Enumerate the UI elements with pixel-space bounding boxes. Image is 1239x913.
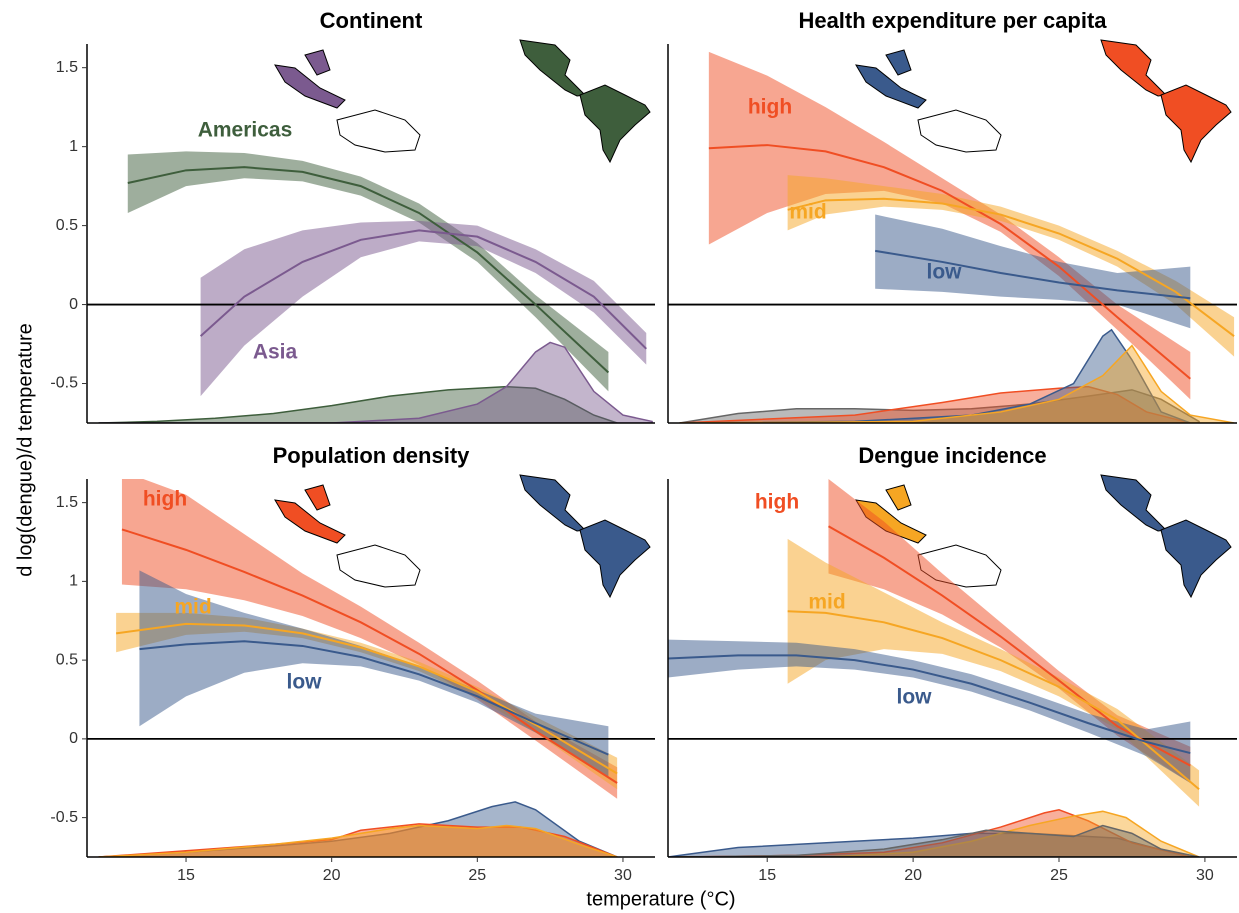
plot-area bbox=[87, 151, 655, 423]
map-shape bbox=[1100, 39, 1168, 97]
series-label: mid bbox=[808, 591, 845, 614]
panel-title: Population density bbox=[273, 443, 471, 468]
y-axis-title: d log(dengue)/d temperature bbox=[14, 323, 36, 577]
panel-title: Dengue incidence bbox=[858, 443, 1046, 468]
map-shape bbox=[885, 484, 912, 511]
x-tick-label: 30 bbox=[614, 867, 632, 884]
series-label: mid bbox=[789, 201, 826, 224]
fit-line bbox=[827, 525, 1191, 767]
map-shape bbox=[855, 64, 927, 109]
confidence-band bbox=[787, 175, 1235, 357]
map-shape bbox=[304, 484, 331, 511]
plot-area bbox=[87, 479, 655, 857]
density-area bbox=[679, 328, 1191, 423]
map-shape bbox=[1100, 474, 1168, 532]
fit-line bbox=[708, 144, 1191, 380]
map-shape bbox=[336, 109, 421, 153]
map bbox=[274, 39, 651, 164]
y-tick-label: 1.5 bbox=[56, 59, 78, 76]
density-area bbox=[679, 824, 1200, 857]
fit-line bbox=[199, 229, 647, 350]
y-tick-label: 0 bbox=[69, 296, 78, 313]
confidence-band bbox=[708, 51, 1191, 400]
map-shape bbox=[274, 64, 346, 109]
density-area bbox=[679, 808, 1191, 857]
density-area bbox=[98, 385, 618, 423]
fit-line bbox=[787, 610, 1200, 791]
density-area bbox=[98, 824, 618, 857]
map bbox=[855, 474, 1232, 599]
confidence-band bbox=[139, 570, 609, 779]
series-label: high bbox=[748, 96, 792, 119]
map bbox=[274, 474, 651, 599]
density-area bbox=[98, 341, 653, 423]
series-label: Asia bbox=[253, 341, 298, 364]
fit-line bbox=[121, 528, 618, 784]
fit-line bbox=[127, 166, 610, 374]
series-label: high bbox=[755, 491, 799, 514]
x-tick-label: 20 bbox=[323, 867, 341, 884]
map-shape bbox=[304, 49, 331, 76]
density-area bbox=[679, 385, 1191, 423]
fit-line bbox=[139, 640, 609, 756]
density-area bbox=[679, 810, 1200, 857]
map-shape bbox=[519, 39, 587, 97]
y-tick-label: 0 bbox=[69, 730, 78, 747]
map-shape bbox=[274, 499, 346, 544]
y-tick-label: 1.5 bbox=[56, 494, 78, 511]
confidence-band bbox=[127, 151, 609, 392]
map-shape bbox=[1160, 84, 1232, 164]
series-label: low bbox=[287, 671, 323, 694]
x-tick-label: 25 bbox=[468, 867, 486, 884]
x-tick-label: 20 bbox=[904, 867, 922, 884]
fit-line bbox=[875, 249, 1191, 300]
confidence-band bbox=[121, 479, 618, 799]
map-shape bbox=[1160, 519, 1232, 599]
series-label: mid bbox=[174, 596, 211, 619]
map-shape bbox=[336, 544, 421, 588]
x-tick-label: 30 bbox=[1196, 867, 1214, 884]
y-tick-label: 0.5 bbox=[56, 651, 78, 668]
confidence-band bbox=[787, 538, 1200, 807]
density-area bbox=[679, 344, 1235, 423]
fit-line bbox=[668, 654, 1191, 755]
map-shape bbox=[579, 519, 651, 599]
confidence-band bbox=[668, 639, 1191, 783]
x-tick-label: 15 bbox=[758, 867, 776, 884]
map-shape bbox=[579, 84, 651, 164]
confidence-band bbox=[875, 214, 1191, 329]
map-shape bbox=[519, 474, 587, 532]
y-tick-label: 1 bbox=[69, 138, 78, 155]
plot-area bbox=[668, 479, 1237, 857]
fit-line bbox=[787, 197, 1235, 337]
map-shape bbox=[917, 109, 1002, 153]
x-axis-title: temperature (°C) bbox=[586, 888, 735, 910]
confidence-band bbox=[200, 220, 647, 397]
x-tick-label: 25 bbox=[1050, 867, 1068, 884]
series-label: low bbox=[927, 261, 963, 284]
y-tick-label: -0.5 bbox=[50, 809, 78, 826]
map bbox=[855, 39, 1232, 164]
series-label: low bbox=[897, 686, 933, 709]
x-tick-label: 15 bbox=[177, 867, 195, 884]
series-label: high bbox=[143, 488, 187, 511]
panel-title: Health expenditure per capita bbox=[798, 8, 1107, 33]
plot-area bbox=[668, 51, 1237, 423]
y-tick-label: -0.5 bbox=[50, 375, 78, 392]
series-label: Americas bbox=[198, 119, 293, 142]
y-tick-label: 0.5 bbox=[56, 217, 78, 234]
panel-title: Continent bbox=[320, 8, 423, 33]
y-tick-label: 1 bbox=[69, 573, 78, 590]
map-shape bbox=[885, 49, 912, 76]
